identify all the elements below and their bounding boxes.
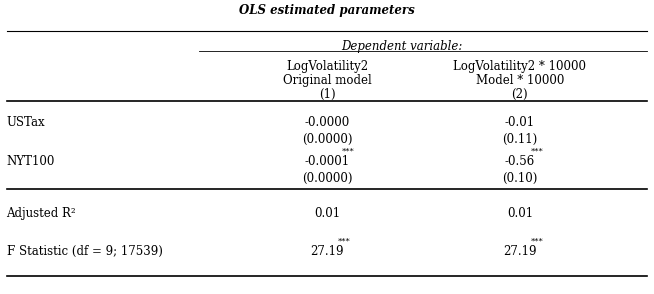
Text: (0.11): (0.11) [502, 133, 538, 146]
Text: F Statistic (df = 9; 17539): F Statistic (df = 9; 17539) [7, 245, 162, 258]
Text: Original model: Original model [283, 74, 371, 87]
Text: (1): (1) [318, 88, 336, 101]
Text: OLS estimated parameters: OLS estimated parameters [239, 4, 415, 17]
Text: -0.01: -0.01 [505, 116, 535, 129]
Text: ***: *** [531, 237, 543, 245]
Text: LogVolatility2 * 10000: LogVolatility2 * 10000 [453, 60, 587, 73]
Text: -0.56: -0.56 [505, 155, 535, 168]
Text: -0.0000: -0.0000 [304, 116, 350, 129]
Text: USTax: USTax [7, 116, 45, 129]
Text: 27.19: 27.19 [310, 245, 344, 258]
Text: (0.0000): (0.0000) [301, 172, 353, 185]
Text: (0.10): (0.10) [502, 172, 538, 185]
Text: NYT100: NYT100 [7, 155, 55, 168]
Text: ***: *** [342, 148, 354, 156]
Text: 0.01: 0.01 [507, 207, 533, 220]
Text: ***: *** [531, 148, 543, 156]
Text: LogVolatility2: LogVolatility2 [286, 60, 368, 73]
Text: Dependent variable:: Dependent variable: [341, 40, 463, 53]
Text: Model * 10000: Model * 10000 [475, 74, 564, 87]
Text: 27.19: 27.19 [503, 245, 537, 258]
Text: (0.0000): (0.0000) [301, 133, 353, 146]
Text: Adjusted R²: Adjusted R² [7, 207, 76, 220]
Text: -0.0001: -0.0001 [305, 155, 349, 168]
Text: (2): (2) [511, 88, 528, 101]
Text: ***: *** [337, 237, 351, 245]
Text: 0.01: 0.01 [314, 207, 340, 220]
